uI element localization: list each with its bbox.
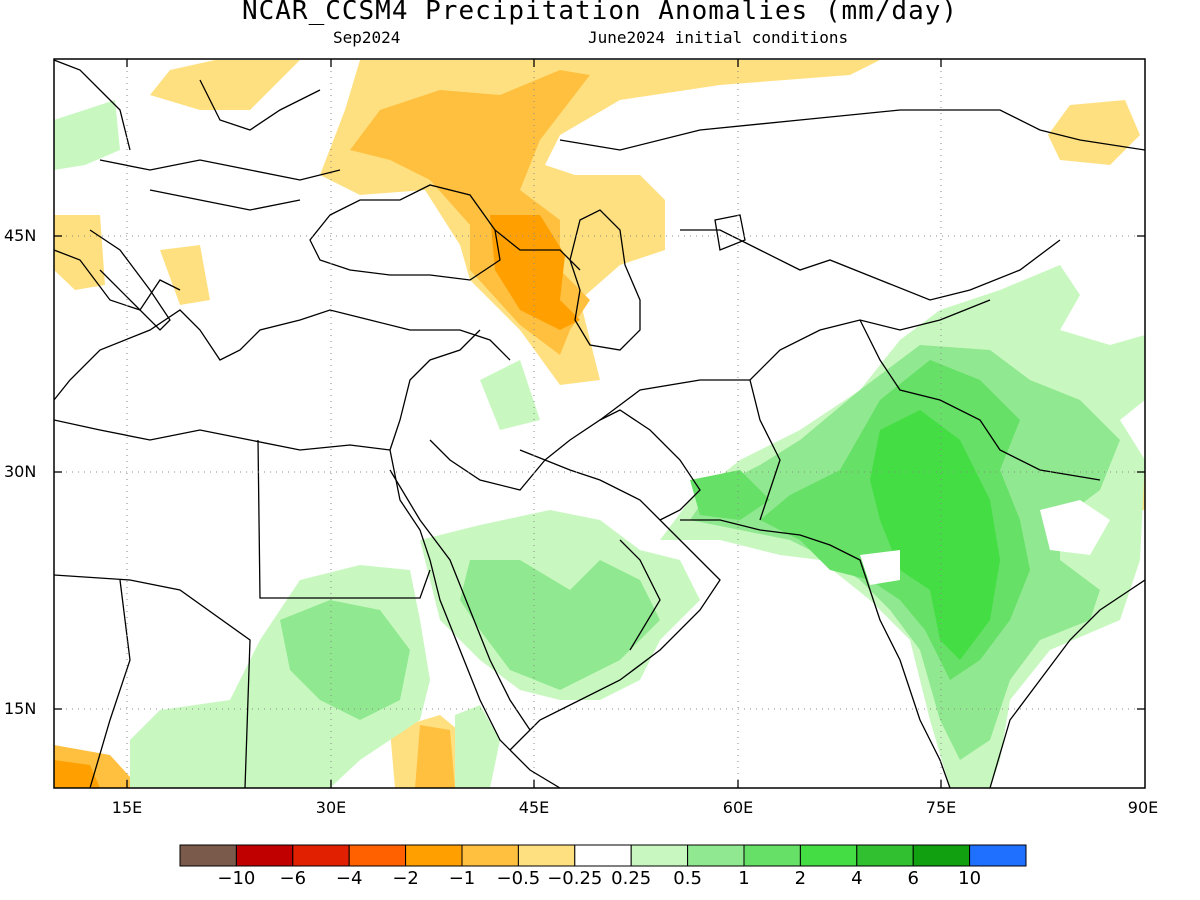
dry-anomaly-region <box>54 760 100 788</box>
colorbar-swatch <box>687 844 745 867</box>
map-frame <box>53 58 1146 789</box>
dry-anomaly-region <box>54 215 105 290</box>
wet-anomaly-region <box>690 470 770 520</box>
wet-anomaly-region <box>870 410 1000 660</box>
colorbar-label: 4 <box>851 868 863 889</box>
near-normal-area <box>1040 500 1110 555</box>
colorbar-label: −4 <box>335 868 363 889</box>
wet-anomaly-region <box>54 100 120 170</box>
colorbar-label: −1 <box>448 868 476 889</box>
lon-tick-75e: 75E <box>925 798 957 817</box>
colorbar-swatch <box>348 844 407 867</box>
colorbar-swatch <box>630 844 689 867</box>
colorbar-swatch <box>235 844 294 867</box>
near-normal-area <box>860 550 900 585</box>
colorbar <box>179 844 1027 867</box>
colorbar-swatch <box>856 844 914 867</box>
colorbar-swatch <box>405 844 463 867</box>
colorbar-label: 1 <box>738 868 750 889</box>
colorbar-swatch <box>292 844 350 867</box>
colorbar-label: 0.5 <box>673 868 702 889</box>
colorbar-label: −6 <box>279 868 307 889</box>
colorbar-swatch <box>179 844 237 867</box>
axis-ticks <box>54 59 1145 788</box>
colorbar-label: 6 <box>907 868 919 889</box>
lat-tick-45n: 45N <box>4 226 37 245</box>
forecast-month: Sep2024 <box>333 28 401 47</box>
dry-anomaly-region <box>150 60 300 110</box>
colorbar-label: −10 <box>217 868 256 889</box>
wet-anomaly-region <box>280 600 410 720</box>
colorbar-swatch <box>969 844 1027 867</box>
colorbar-swatch <box>743 844 801 867</box>
colorbar-label: −0.5 <box>496 868 541 889</box>
colorbar-label: −2 <box>392 868 419 889</box>
wet-anomaly-region <box>460 560 660 690</box>
colorbar-swatch <box>461 844 519 867</box>
lat-tick-30n: 30N <box>4 462 37 481</box>
wet-anomaly-region <box>455 705 500 788</box>
coastlines <box>54 59 1145 788</box>
lat-tick-15n: 15N <box>4 699 37 718</box>
anomaly-fields <box>54 60 1145 788</box>
wet-anomaly-region <box>480 360 540 430</box>
dry-anomaly-region <box>1048 100 1140 165</box>
lon-tick-15e: 15E <box>111 798 143 817</box>
colorbar-label: 10 <box>958 868 982 889</box>
colorbar-label: 0.25 <box>611 868 652 889</box>
colorbar-swatch <box>574 844 632 867</box>
dry-anomaly-region <box>160 245 210 305</box>
lon-tick-60e: 60E <box>722 798 754 817</box>
lon-tick-30e: 30E <box>315 798 347 817</box>
dry-anomaly-region <box>415 725 455 788</box>
lon-tick-90e: 90E <box>1127 798 1159 817</box>
colorbar-label: −0.25 <box>547 868 603 889</box>
colorbar-swatch <box>517 844 576 867</box>
colorbar-swatch <box>912 844 971 867</box>
colorbar-label: 2 <box>794 868 807 889</box>
initial-conditions: June2024 initial conditions <box>588 28 849 47</box>
lon-tick-45e: 45E <box>518 798 550 817</box>
colorbar-swatch <box>799 844 858 867</box>
map-title: NCAR_CCSM4 Precipitation Anomalies (mm/d… <box>241 0 959 26</box>
